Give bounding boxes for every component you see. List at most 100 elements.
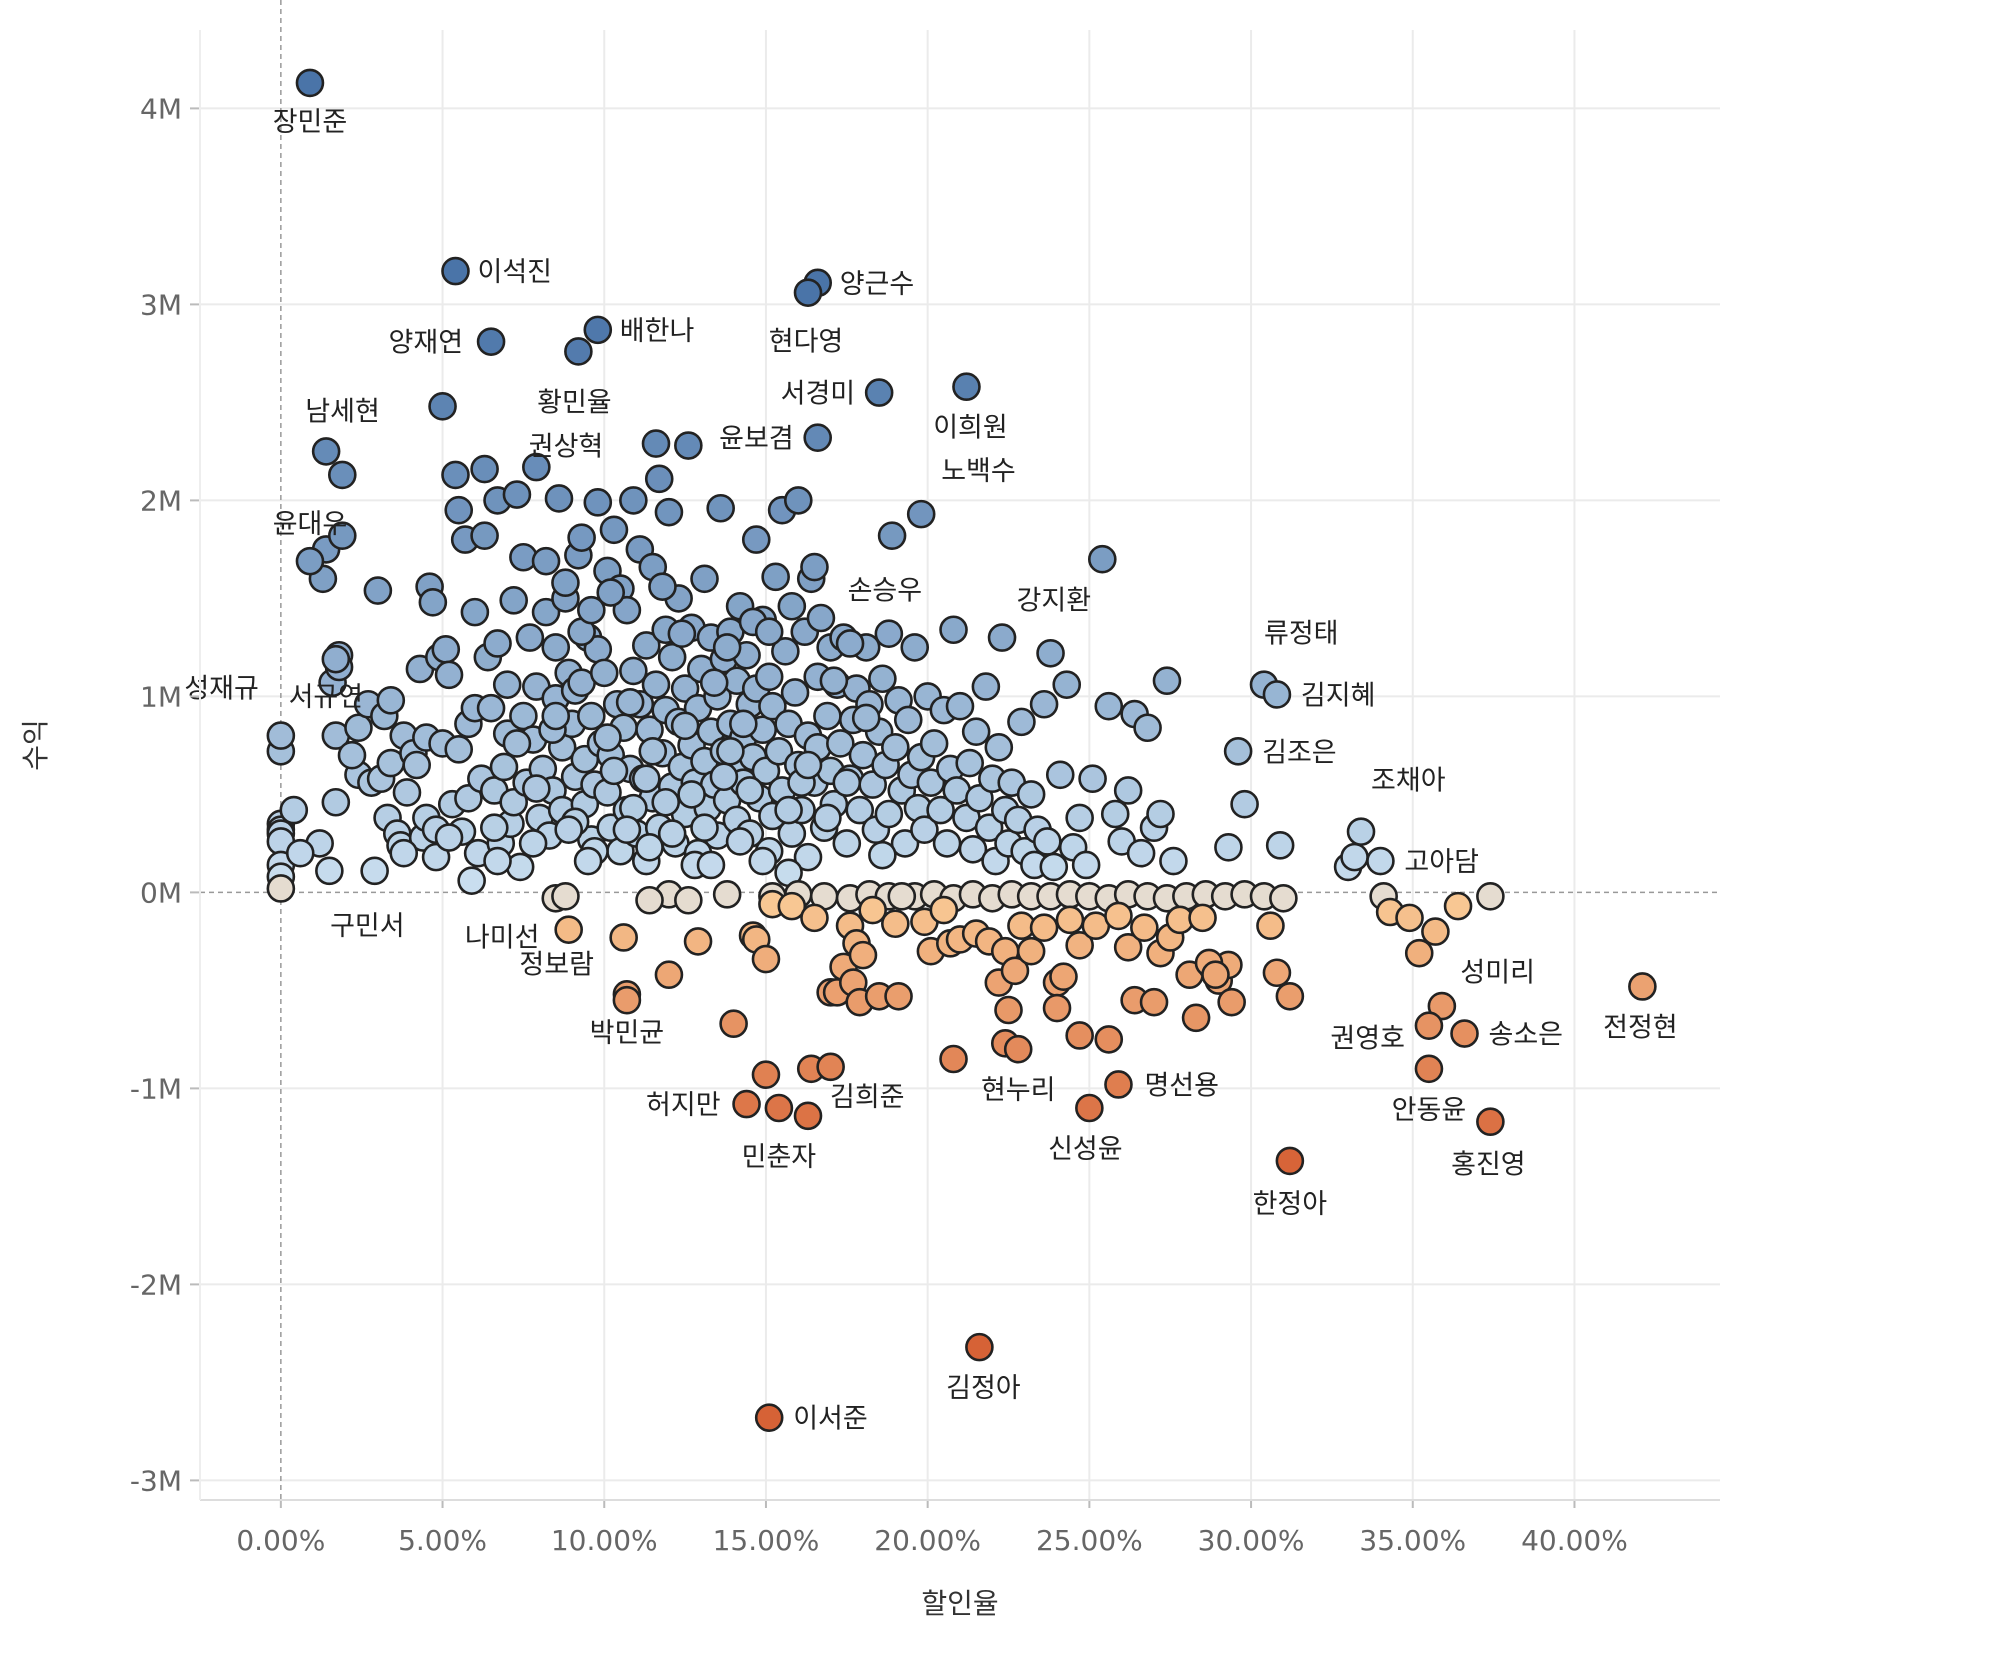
data-point [279, 795, 309, 825]
data-point [402, 750, 431, 780]
data-point-labeled [1104, 1070, 1133, 1099]
points-layer [266, 68, 1657, 1432]
data-point [541, 633, 571, 662]
point-label: 홍진영 [1451, 1150, 1526, 1181]
data-point-labeled [295, 546, 325, 576]
data-point [599, 756, 629, 786]
y-tick-label: -2M [130, 1268, 182, 1301]
data-point [389, 838, 419, 868]
point-label: 서규연 [289, 682, 364, 713]
data-point [1039, 852, 1069, 882]
data-point [874, 799, 904, 829]
data-point [392, 778, 422, 807]
data-point [774, 795, 803, 825]
data-point [1052, 670, 1082, 699]
data-point [654, 960, 684, 990]
data-point [596, 578, 626, 607]
data-point [900, 633, 930, 662]
data-point [1042, 993, 1072, 1023]
data-point-labeled [641, 429, 671, 458]
point-label: 배한나 [620, 316, 695, 347]
data-point [631, 764, 661, 794]
data-point [644, 464, 674, 494]
data-point [1033, 827, 1062, 856]
data-point [619, 486, 648, 515]
data-point [1395, 903, 1424, 933]
data-point [916, 768, 946, 797]
point-label: 황민율 [537, 387, 612, 418]
data-point [654, 497, 684, 527]
data-point [793, 750, 823, 780]
data-point [460, 597, 490, 627]
data-point-labeled [551, 882, 580, 911]
data-point [531, 597, 561, 627]
data-point [1262, 958, 1292, 988]
x-tick-label: 10.00% [551, 1524, 658, 1557]
data-point [567, 523, 596, 552]
data-point-labeled [1628, 972, 1657, 1001]
data-point [583, 488, 613, 517]
data-point [1275, 981, 1305, 1011]
data-point [709, 762, 739, 792]
data-point [819, 666, 849, 696]
data-point [619, 656, 648, 686]
point-label: 박민균 [590, 1018, 665, 1049]
x-axis-title: 할인율 [921, 1587, 998, 1620]
point-label: 안동윤 [1392, 1095, 1467, 1126]
data-point [483, 629, 512, 658]
data-point-labeled [1223, 736, 1253, 766]
point-label: 민춘자 [742, 1142, 817, 1173]
data-point [1201, 960, 1230, 990]
data-point-labeled [295, 68, 325, 98]
data-point [835, 629, 865, 658]
data-point [994, 995, 1023, 1025]
data-point-labeled [1346, 817, 1376, 846]
data-point [1404, 938, 1434, 968]
x-tick-label: 40.00% [1521, 1524, 1628, 1557]
point-label: 나미선 [465, 922, 540, 953]
data-point [1443, 891, 1473, 921]
data-point [499, 586, 529, 615]
data-point [683, 927, 713, 956]
point-label: 고아담 [1404, 847, 1479, 878]
x-tick-label: 15.00% [713, 1524, 820, 1557]
data-point [971, 672, 1001, 701]
data-point [1065, 803, 1094, 833]
data-point [1188, 903, 1217, 933]
data-point [881, 733, 910, 762]
data-point [741, 525, 771, 554]
data-point [1071, 850, 1101, 880]
point-label: 전정현 [1603, 1012, 1678, 1043]
data-point [958, 834, 988, 864]
data-point [1181, 1003, 1211, 1033]
data-point [544, 484, 574, 513]
y-tick-label: 1M [140, 680, 182, 713]
data-point [612, 595, 642, 625]
data-point [712, 880, 742, 909]
data-point [479, 813, 509, 843]
data-point [754, 617, 784, 647]
data-point-labeled [321, 644, 351, 674]
point-label: 서경미 [781, 379, 856, 410]
data-point-labeled [1275, 1146, 1305, 1176]
data-point [609, 923, 638, 952]
data-point [1029, 689, 1059, 719]
data-point [444, 495, 474, 525]
data-point [648, 572, 677, 601]
data-point [483, 846, 512, 876]
data-point [939, 1044, 968, 1074]
data-point [651, 787, 681, 817]
data-point [974, 813, 1004, 843]
data-point [522, 774, 551, 803]
data-point [1133, 713, 1162, 743]
data-point [311, 437, 341, 466]
data-point [515, 623, 545, 652]
data-point [690, 813, 719, 843]
data-point [987, 623, 1017, 652]
data-point [615, 687, 645, 717]
point-label: 양재연 [389, 328, 464, 359]
data-point [868, 840, 897, 870]
data-point-labeled [864, 378, 894, 407]
data-point [1045, 760, 1075, 790]
